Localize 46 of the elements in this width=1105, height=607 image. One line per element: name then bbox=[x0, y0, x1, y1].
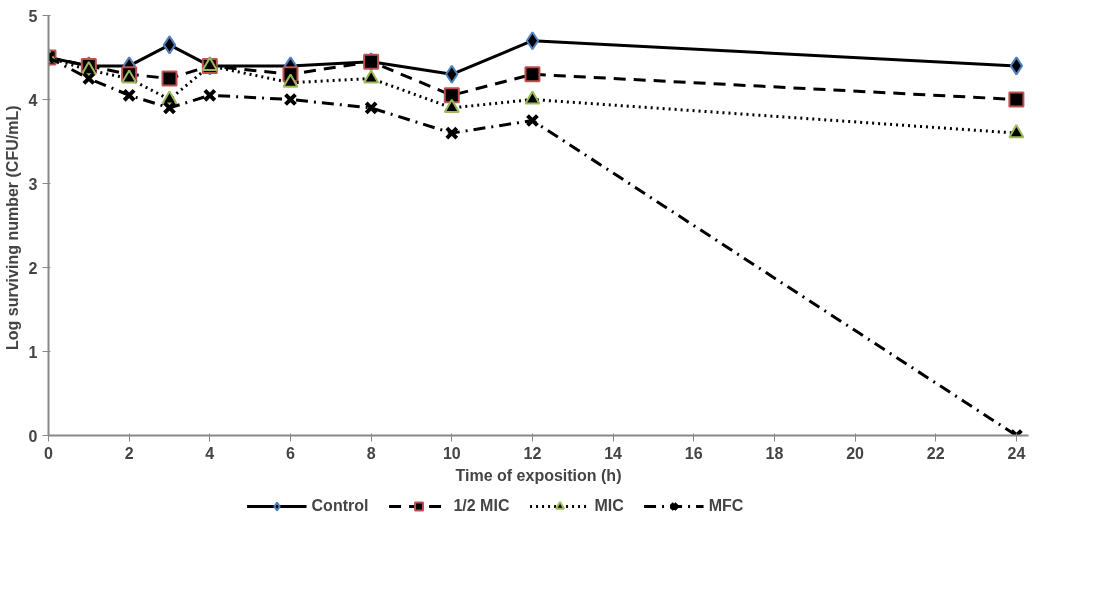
y-tick-label: 1 bbox=[28, 343, 38, 361]
x-tick-label: 18 bbox=[765, 444, 784, 462]
x-tick-label: 22 bbox=[926, 444, 945, 462]
legend-label: MIC bbox=[594, 497, 624, 515]
y-tick-label: 4 bbox=[28, 91, 38, 109]
point bbox=[444, 126, 459, 141]
x-tick-label: 0 bbox=[44, 444, 54, 462]
x-tick-label: 12 bbox=[523, 444, 542, 462]
x-tick-label: 2 bbox=[124, 444, 134, 462]
y-tick-label: 0 bbox=[28, 427, 38, 445]
legend-label: Control bbox=[311, 497, 369, 515]
point bbox=[283, 92, 298, 107]
point bbox=[1008, 91, 1025, 108]
x-tick-label: 10 bbox=[442, 444, 461, 462]
x-tick-label: 8 bbox=[366, 444, 376, 462]
point bbox=[364, 100, 379, 115]
x-tick-label: 6 bbox=[286, 444, 296, 462]
y-tick-label: 2 bbox=[28, 259, 38, 277]
point bbox=[443, 87, 460, 104]
point bbox=[161, 70, 178, 87]
point bbox=[443, 98, 460, 113]
x-tick-label: 4 bbox=[205, 444, 215, 462]
y-axis-title: Log surviving number (CFU/mL) bbox=[3, 105, 21, 350]
x-tick-label: 14 bbox=[604, 444, 623, 462]
point bbox=[162, 100, 177, 115]
y-tick-label: 5 bbox=[28, 7, 38, 25]
point bbox=[122, 88, 137, 103]
point bbox=[162, 35, 177, 55]
point bbox=[525, 31, 540, 51]
legend-label: MFC bbox=[708, 497, 744, 515]
x-tick-label: 20 bbox=[846, 444, 865, 462]
point bbox=[524, 90, 541, 105]
point bbox=[524, 66, 541, 83]
point bbox=[1008, 124, 1025, 139]
point bbox=[363, 69, 380, 84]
x-tick-label: 16 bbox=[684, 444, 703, 462]
point bbox=[1009, 56, 1024, 76]
point bbox=[81, 71, 96, 86]
x-tick-label: 24 bbox=[1007, 444, 1026, 462]
legend-label: 1/2 MIC bbox=[453, 497, 510, 515]
point bbox=[445, 64, 459, 84]
x-axis-title: Time of exposition (h) bbox=[455, 466, 622, 484]
point bbox=[282, 73, 299, 88]
y-tick-label: 3 bbox=[28, 175, 38, 193]
point bbox=[202, 88, 217, 103]
point bbox=[525, 113, 540, 128]
